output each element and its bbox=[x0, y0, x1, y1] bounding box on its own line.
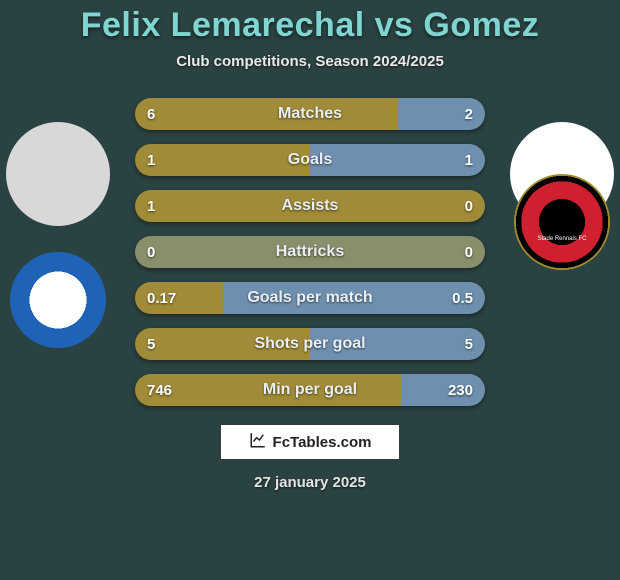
stat-labelrow: 0Hattricks0 bbox=[135, 236, 485, 268]
stat-value-left: 1 bbox=[147, 198, 187, 215]
stat-value-left: 1 bbox=[147, 152, 187, 169]
comparison-card: Felix Lemarechal vs Gomez Club competiti… bbox=[0, 0, 620, 580]
stat-value-right: 5 bbox=[433, 336, 473, 353]
stat-row: 0.17Goals per match0.5 bbox=[135, 282, 485, 314]
stat-value-right: 2 bbox=[433, 106, 473, 123]
source-badge: FcTables.com bbox=[220, 424, 400, 460]
subtitle: Club competitions, Season 2024/2025 bbox=[0, 53, 620, 70]
stat-row: 1Goals1 bbox=[135, 144, 485, 176]
club-right-label: Stade Rennais FC bbox=[514, 236, 610, 242]
stat-labelrow: 746Min per goal230 bbox=[135, 374, 485, 406]
stat-labelrow: 1Goals1 bbox=[135, 144, 485, 176]
stat-row: 1Assists0 bbox=[135, 190, 485, 222]
source-label: FcTables.com bbox=[273, 434, 372, 451]
stat-row: 5Shots per goal5 bbox=[135, 328, 485, 360]
stat-labelrow: 6Matches2 bbox=[135, 98, 485, 130]
player-left-avatar bbox=[6, 122, 110, 226]
stat-category-label: Min per goal bbox=[187, 381, 433, 399]
stat-value-left: 6 bbox=[147, 106, 187, 123]
stat-row: 6Matches2 bbox=[135, 98, 485, 130]
stat-value-left: 5 bbox=[147, 336, 187, 353]
stat-value-right: 0 bbox=[433, 198, 473, 215]
page-title: Felix Lemarechal vs Gomez bbox=[0, 6, 620, 45]
stat-category-label: Hattricks bbox=[187, 243, 433, 261]
stat-labelrow: 5Shots per goal5 bbox=[135, 328, 485, 360]
stat-category-label: Assists bbox=[187, 197, 433, 215]
stat-value-right: 0 bbox=[433, 244, 473, 261]
stat-labelrow: 0.17Goals per match0.5 bbox=[135, 282, 485, 314]
stat-category-label: Shots per goal bbox=[187, 335, 433, 353]
stat-category-label: Goals bbox=[187, 151, 433, 169]
stat-value-left: 0 bbox=[147, 244, 187, 261]
club-left-badge bbox=[10, 252, 106, 348]
stat-category-label: Matches bbox=[187, 105, 433, 123]
club-right-badge: Stade Rennais FC bbox=[514, 174, 610, 270]
stat-value-left: 0.17 bbox=[147, 290, 187, 307]
stat-value-right: 1 bbox=[433, 152, 473, 169]
chart-icon bbox=[249, 431, 267, 453]
stat-category-label: Goals per match bbox=[187, 289, 433, 307]
stat-value-right: 230 bbox=[433, 382, 473, 399]
stat-value-left: 746 bbox=[147, 382, 187, 399]
date-label: 27 january 2025 bbox=[0, 474, 620, 491]
stat-value-right: 0.5 bbox=[433, 290, 473, 307]
stat-row: 0Hattricks0 bbox=[135, 236, 485, 268]
stat-bars: 6Matches21Goals11Assists00Hattricks00.17… bbox=[135, 98, 485, 406]
stat-row: 746Min per goal230 bbox=[135, 374, 485, 406]
stat-labelrow: 1Assists0 bbox=[135, 190, 485, 222]
